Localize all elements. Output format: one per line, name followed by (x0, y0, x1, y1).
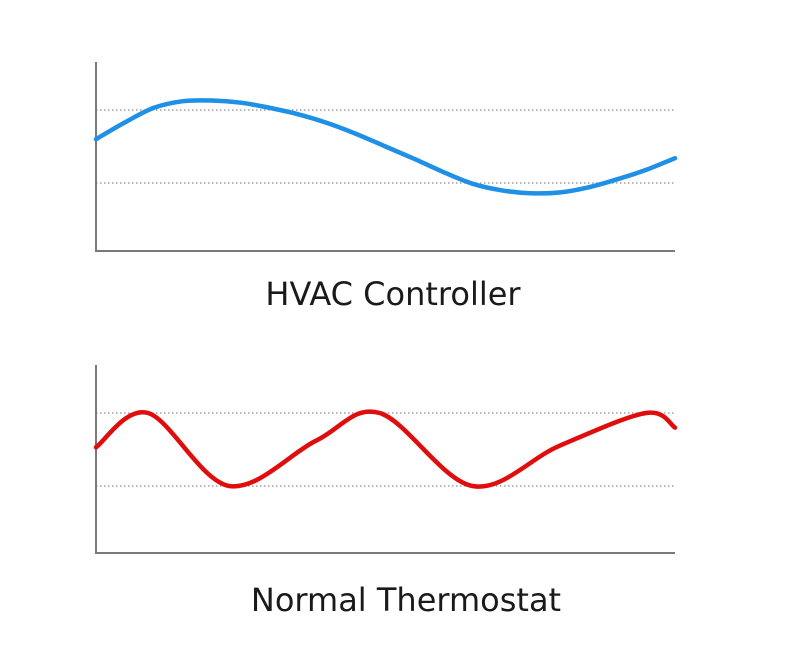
chart-title: Normal Thermostat (251, 581, 561, 619)
chart-panel-hvac-controller: HVAC Controller (93, 62, 678, 313)
series-line (93, 409, 678, 489)
chart-panel-normal-thermostat: Normal Thermostat (93, 365, 678, 619)
axis-frame (95, 365, 675, 554)
axis-frame (95, 62, 675, 252)
chart-title: HVAC Controller (265, 275, 521, 313)
series-line (93, 98, 678, 196)
